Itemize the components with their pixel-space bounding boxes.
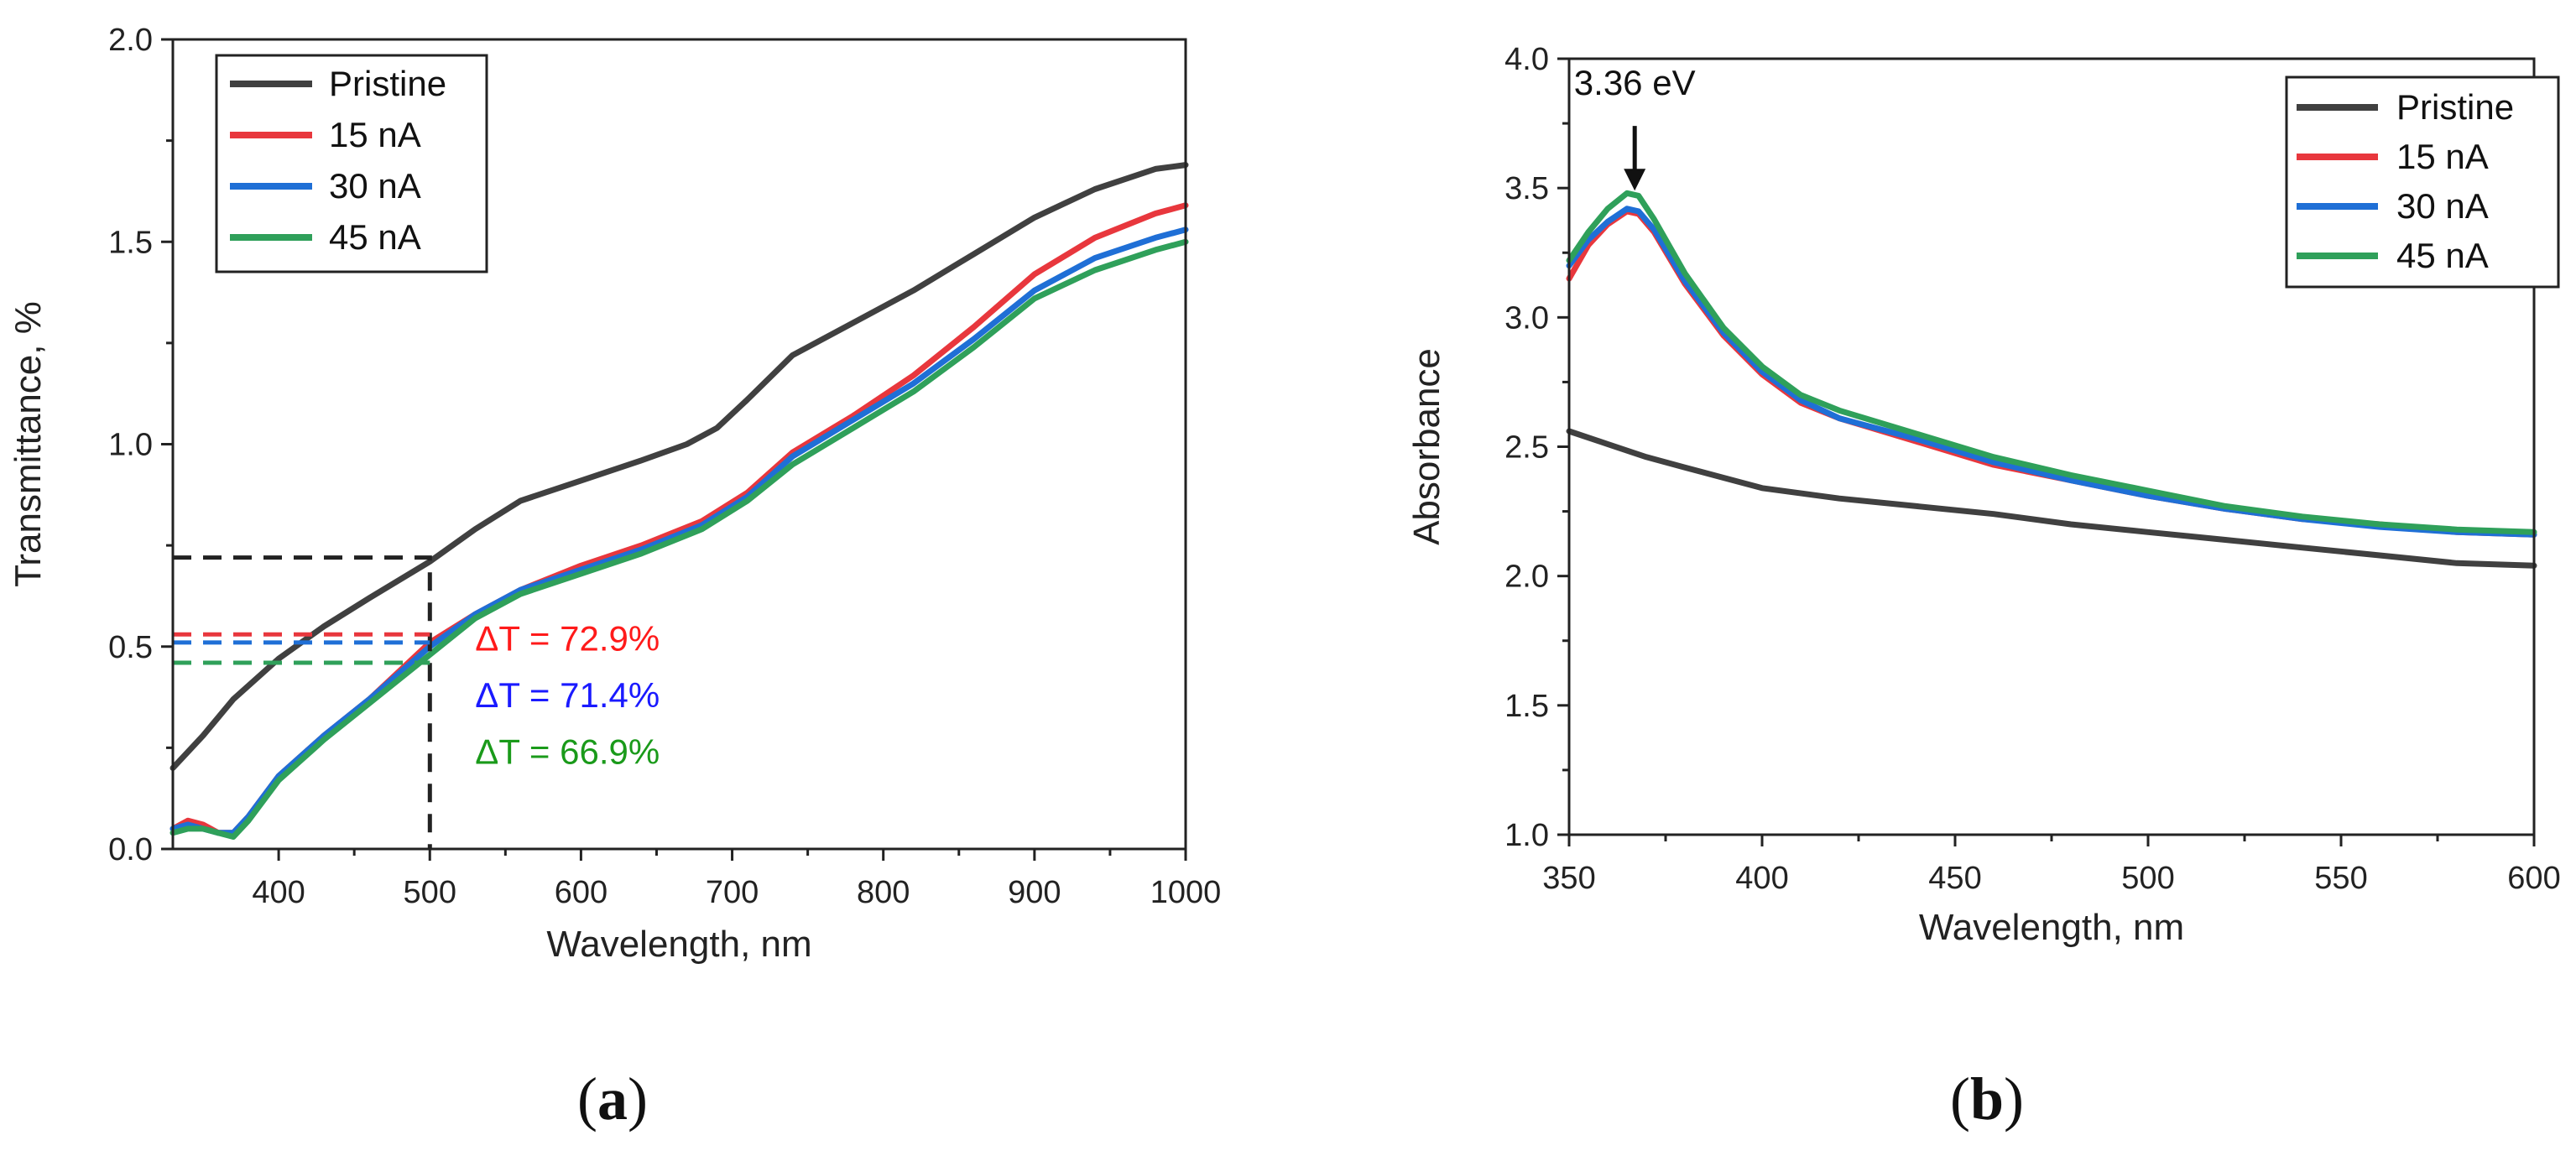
- b-series-45-na: [1566, 190, 2537, 535]
- delta-45-label: ΔT = 66.9%: [475, 732, 660, 772]
- legend-b-label-15na: 15 nA: [2396, 137, 2489, 176]
- chart-a-y-axis-title: Transmittance, %: [8, 301, 49, 587]
- legend-a-label-30na: 30 nA: [329, 166, 421, 206]
- delta-30-label: ΔT = 71.4%: [475, 675, 660, 715]
- legend-a-label-15na: 15 nA: [329, 115, 421, 154]
- chart-b-legend: Pristine 15 nA 30 nA 45 nA: [2285, 76, 2560, 289]
- peak-energy-label: 3.36 eV: [1574, 63, 1696, 102]
- b-xtick-label-400: 400: [1735, 861, 1788, 896]
- panel-label-a-close: ): [628, 1065, 648, 1133]
- b-xtick-label-350: 350: [1542, 861, 1595, 896]
- panel-label-b-open: (: [1950, 1065, 1970, 1133]
- chart-b-x-axis-title: Wavelength, nm: [1919, 907, 2184, 948]
- a-xtick-label-900: 900: [1008, 875, 1061, 910]
- a-xtick-label-400: 400: [252, 875, 305, 910]
- b-ytick-label-3.5: 3.5: [1504, 171, 1549, 206]
- b-xtick-label-600: 600: [2507, 861, 2560, 896]
- chart-b-legend-box: [2285, 76, 2560, 289]
- a-xtick-label-800: 800: [857, 875, 910, 910]
- chart-b-y-axis-title: Absorbance: [1406, 348, 1447, 545]
- chart-a-delta-annotations: ΔT = 72.9% ΔT = 71.4% ΔT = 66.9%: [475, 619, 660, 772]
- a-ytick-label-0.0: 0.0: [108, 832, 153, 867]
- a-ytick-label-0.5: 0.5: [108, 630, 153, 665]
- a-xtick-label-700: 700: [706, 875, 759, 910]
- panel-label-b-close: ): [2004, 1065, 2024, 1133]
- a-ytick-label-1.5: 1.5: [108, 225, 153, 260]
- b-xtick-label-550: 550: [2314, 861, 2367, 896]
- panel-label-a-letter: a: [597, 1065, 628, 1133]
- b-ytick-label-4.0: 4.0: [1504, 42, 1549, 77]
- chart-a-guides-group: [173, 555, 432, 849]
- chart-a-series-group: [169, 162, 1189, 840]
- b-ytick-label-1.5: 1.5: [1504, 689, 1549, 724]
- b-series-pristine: [1566, 428, 2537, 569]
- chart-a-x-axis-title: Wavelength, nm: [546, 924, 811, 965]
- a-series-45-na: [169, 238, 1189, 840]
- b-xtick-label-500: 500: [2121, 861, 2174, 896]
- a-ytick-label-1.0: 1.0: [108, 428, 153, 463]
- a-xtick-label-500: 500: [404, 875, 456, 910]
- legend-a-label-45na: 45 nA: [329, 217, 421, 257]
- peak-arrow-head: [1624, 169, 1646, 191]
- chart-a-legend: Pristine 15 nA 30 nA 45 nA: [215, 54, 488, 273]
- delta-15-label: ΔT = 72.9%: [475, 619, 660, 659]
- pristine-guide: [173, 555, 432, 849]
- b-ytick-label-2.5: 2.5: [1504, 430, 1549, 466]
- b-ytick-label-1.0: 1.0: [1504, 818, 1549, 853]
- chart-a-transmittance: 400 500 600 700 800 900 1000 0.0 0.5 1.0 1.5 2.0 Wa…: [8, 23, 1221, 965]
- legend-b-label-45na: 45 nA: [2396, 236, 2489, 275]
- legend-a-label-pristine: Pristine: [329, 64, 446, 103]
- panel-label-b: (b): [1950, 1065, 2024, 1133]
- a-series-30-na: [169, 227, 1189, 836]
- panel-label-b-letter: b: [1970, 1065, 2004, 1133]
- a-xtick-label-600: 600: [555, 875, 607, 910]
- panel-label-a-open: (: [577, 1065, 597, 1133]
- b-ytick-label-2.0: 2.0: [1504, 560, 1549, 595]
- chart-b-series-group: [1566, 190, 2537, 569]
- legend-b-label-pristine: Pristine: [2396, 87, 2514, 127]
- b-ytick-label-3.0: 3.0: [1504, 300, 1549, 336]
- chart-b-ticks-group: 350 400 450 500 550 600 1.0 1.5 2.0 2.5 3.0 3.5 4.0: [1504, 42, 2561, 896]
- a-ytick-label-2.0: 2.0: [108, 23, 153, 58]
- panel-label-a: (a): [577, 1065, 648, 1133]
- chart-a-ticks-group: 400 500 600 700 800 900 1000 0.0 0.5 1.0 1.5 2.0: [108, 23, 1221, 910]
- b-xtick-label-450: 450: [1928, 861, 1981, 896]
- chart-b-absorbance: 350 400 450 500 550 6001.01.52.02.53.03.54.0 …: [1406, 42, 2561, 948]
- a-xtick-label-1000: 1000: [1150, 875, 1222, 910]
- legend-b-label-30na: 30 nA: [2396, 186, 2489, 226]
- peak-arrow-icon: [1624, 126, 1646, 191]
